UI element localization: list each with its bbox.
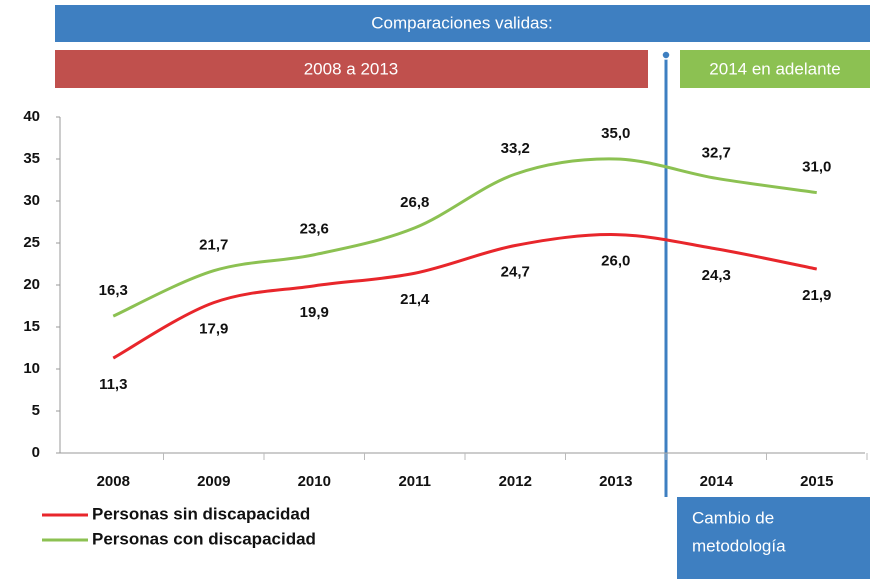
legend-label: Personas con discapacidad bbox=[92, 529, 316, 548]
annotation: metodología bbox=[692, 536, 786, 555]
value-label: 19,9 bbox=[300, 304, 329, 321]
period-label: 2008 a 2013 bbox=[304, 59, 399, 78]
y-tick-label: 0 bbox=[32, 444, 40, 461]
y-tick-label: 10 bbox=[23, 360, 40, 377]
series-line bbox=[112, 157, 817, 318]
x-tick-label: 2015 bbox=[800, 473, 833, 490]
y-tick-label: 25 bbox=[23, 234, 40, 251]
period-bar bbox=[680, 50, 870, 88]
header-bar bbox=[55, 5, 870, 42]
value-label: 35,0 bbox=[601, 125, 630, 142]
value-label: 24,7 bbox=[501, 263, 530, 280]
x-tick-label: 2012 bbox=[499, 473, 532, 490]
x-tick-label: 2009 bbox=[197, 473, 230, 490]
x-tick-label: 2010 bbox=[298, 473, 331, 490]
x-tick-label: 2014 bbox=[700, 473, 734, 490]
value-label: 21,7 bbox=[199, 237, 228, 254]
value-label: 21,9 bbox=[802, 287, 831, 304]
value-label: 32,7 bbox=[702, 144, 731, 161]
value-label: 17,9 bbox=[199, 321, 228, 338]
divider-dot bbox=[661, 50, 671, 60]
period-label: 2014 en adelante bbox=[709, 59, 840, 78]
y-tick-label: 35 bbox=[23, 150, 40, 167]
value-label: 31,0 bbox=[802, 159, 831, 176]
value-label: 16,3 bbox=[99, 282, 128, 299]
x-tick-label: 2011 bbox=[398, 473, 431, 490]
value-label: 23,6 bbox=[300, 221, 329, 238]
period-bar bbox=[55, 50, 648, 88]
y-tick-label: 15 bbox=[23, 318, 40, 335]
y-tick-label: 20 bbox=[23, 276, 40, 293]
annotation-box bbox=[677, 497, 870, 579]
y-tick-label: 30 bbox=[23, 192, 40, 209]
legend-label: Personas sin discapacidad bbox=[92, 504, 310, 523]
annotation: Cambio de bbox=[692, 508, 774, 527]
x-tick-label: 2008 bbox=[97, 473, 130, 490]
series-line bbox=[112, 233, 818, 360]
value-label: 33,2 bbox=[501, 140, 530, 157]
value-label: 26,0 bbox=[601, 253, 630, 270]
y-tick-label: 5 bbox=[32, 402, 40, 419]
y-tick-label: 40 bbox=[23, 108, 40, 125]
value-label: 21,4 bbox=[400, 291, 430, 308]
header: Comparaciones validas: bbox=[371, 13, 552, 32]
value-label: 24,3 bbox=[702, 267, 731, 284]
value-label: 11,3 bbox=[99, 376, 127, 393]
x-tick-label: 2013 bbox=[599, 473, 632, 490]
value-label: 26,8 bbox=[400, 194, 429, 211]
